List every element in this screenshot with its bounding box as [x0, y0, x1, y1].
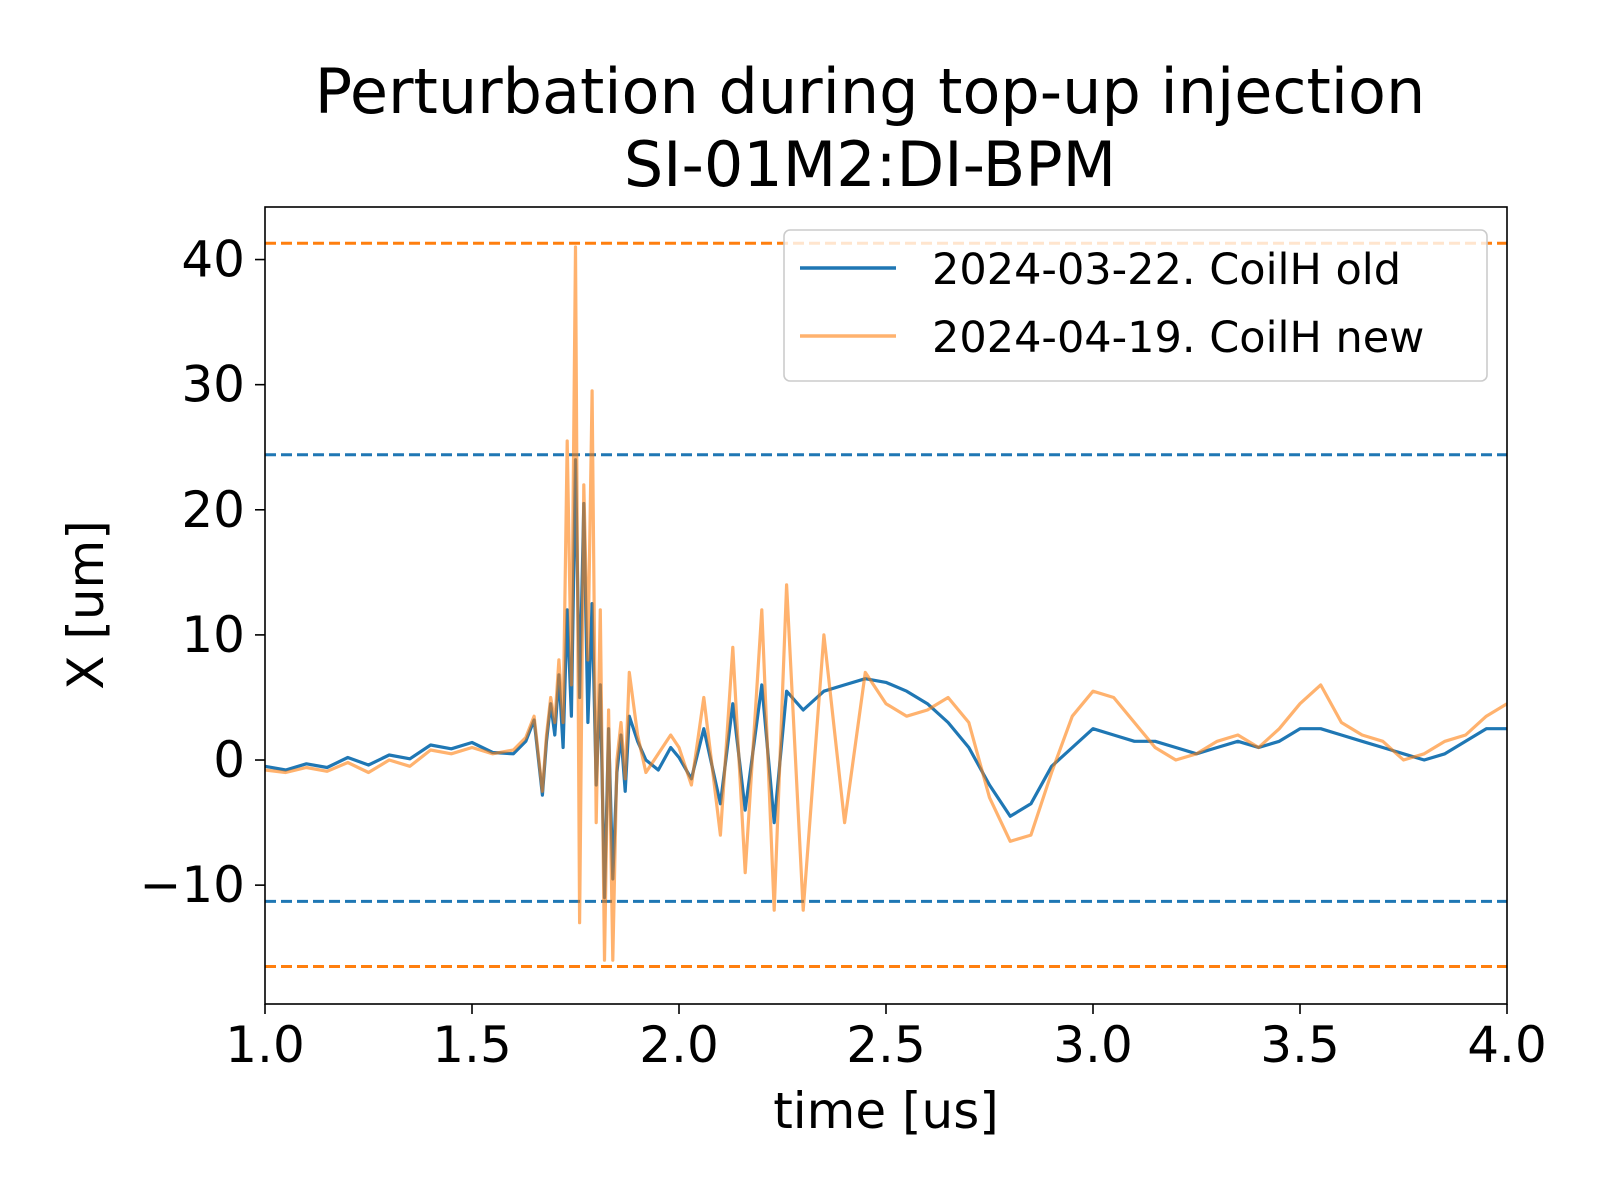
x-tick-label: 1.0 — [225, 1016, 305, 1074]
legend: 2024-03-22. CoilH old 2024-04-19. CoilH … — [783, 229, 1488, 382]
x-tick-label: 2.0 — [639, 1016, 719, 1074]
chart-subtitle: SI-01M2:DI-BPM — [624, 128, 1116, 201]
x-axis-label: time [us] — [773, 1082, 999, 1140]
x-axis: 1.0 1.5 2.0 2.5 3.0 3.5 4.0 — [225, 1004, 1547, 1074]
x-tick-label: 2.5 — [846, 1016, 926, 1074]
legend-box — [783, 229, 1488, 382]
legend-label-new: 2024-04-19. CoilH new — [932, 313, 1424, 363]
y-axis-label: X [um] — [57, 520, 115, 690]
x-tick-label: 4.0 — [1467, 1016, 1547, 1074]
y-axis: −10 0 10 20 30 40 — [139, 231, 265, 914]
chart-title: Perturbation during top-up injection — [315, 55, 1426, 128]
series-line-1 — [265, 245, 1507, 962]
y-tick-label: 0 — [213, 731, 245, 789]
legend-label-old: 2024-03-22. CoilH old — [932, 245, 1401, 295]
y-tick-label: 40 — [181, 231, 245, 289]
x-tick-label: 3.0 — [1053, 1016, 1133, 1074]
y-tick-label: 20 — [181, 481, 245, 539]
x-tick-label: 1.5 — [432, 1016, 512, 1074]
y-tick-label: 30 — [181, 356, 245, 414]
y-tick-label: 10 — [181, 606, 245, 664]
series-lines — [265, 245, 1507, 962]
y-tick-label: −10 — [139, 856, 245, 914]
x-tick-label: 3.5 — [1260, 1016, 1340, 1074]
